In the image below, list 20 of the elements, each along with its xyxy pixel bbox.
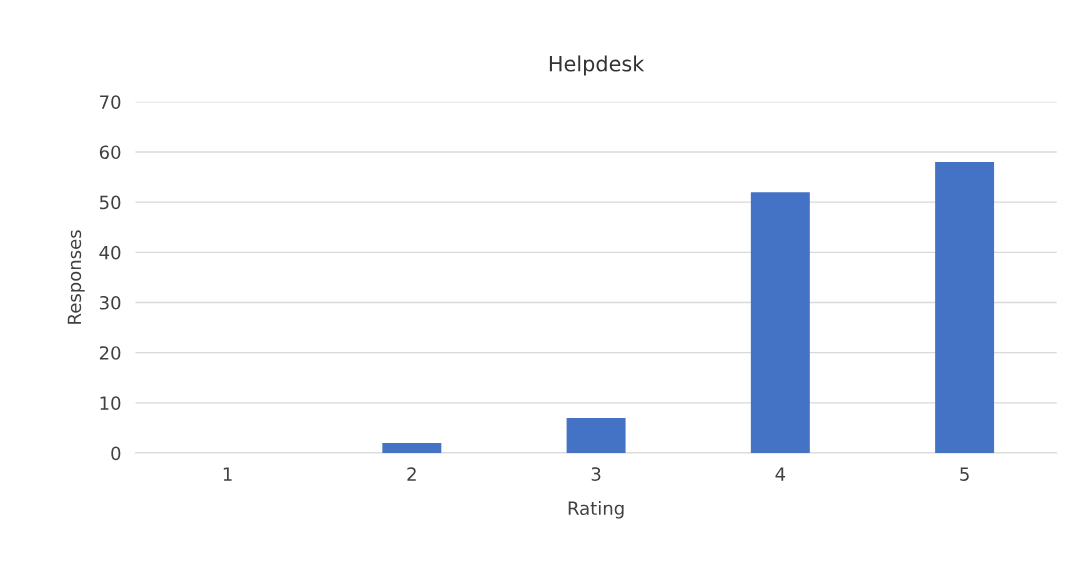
y-tick-label: 20	[99, 346, 121, 360]
x-tick-label: 3	[591, 467, 601, 481]
y-tick-label: 70	[100, 95, 121, 109]
x-tick-label: 4	[775, 467, 786, 481]
y-tick-label: 10	[100, 396, 121, 410]
bar	[382, 442, 442, 454]
y-tick-label: 30	[99, 295, 121, 310]
y-axis-title: Responses	[67, 230, 85, 324]
chart-title: Helpdesk	[549, 55, 645, 76]
y-tick-label: 0	[111, 446, 121, 461]
x-tick-label: 1	[223, 467, 232, 481]
x-axis-title: Rating	[568, 501, 624, 519]
y-tick-label: 60	[99, 145, 121, 160]
x-tick-label: 2	[407, 467, 416, 481]
x-tick-label: 5	[960, 467, 969, 481]
bar	[935, 162, 995, 454]
bar	[566, 417, 626, 454]
y-tick-label: 40	[99, 245, 121, 260]
y-tick-label: 50	[99, 195, 121, 210]
bar	[750, 192, 810, 454]
